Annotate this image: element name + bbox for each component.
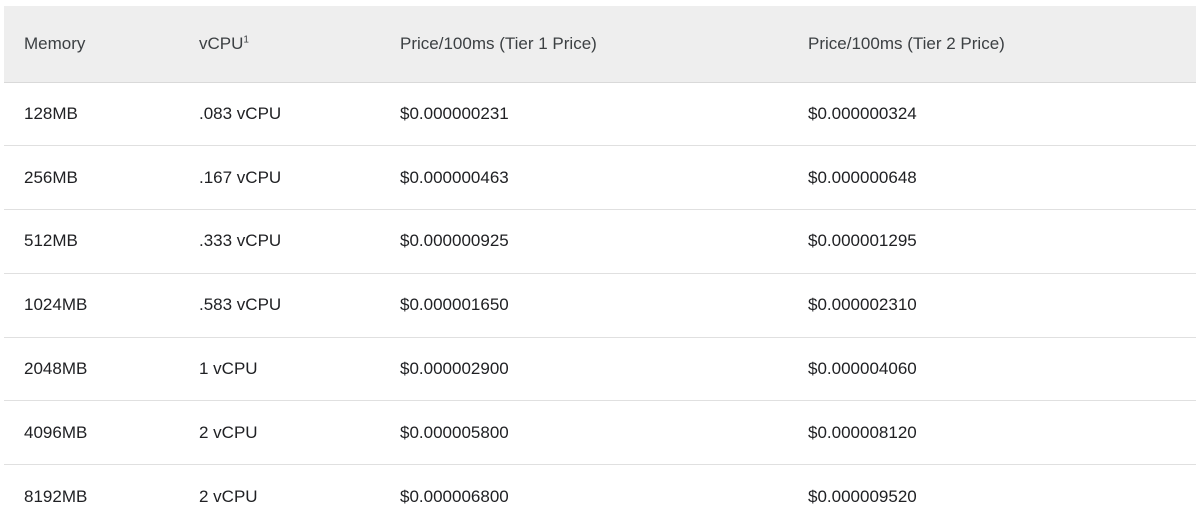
cell-memory: 128MB bbox=[4, 82, 179, 147]
cell-tier2-price: $0.000000648 bbox=[788, 145, 1196, 211]
pricing-table: Memory vCPU1 Price/100ms (Tier 1 Price) … bbox=[4, 6, 1196, 529]
cell-memory: 256MB bbox=[4, 145, 179, 211]
cell-vcpu: 2 vCPU bbox=[179, 400, 380, 466]
table-header: Memory vCPU1 Price/100ms (Tier 1 Price) … bbox=[4, 6, 1196, 83]
cell-tier2-price: $0.000000324 bbox=[788, 82, 1196, 147]
header-tier2-price: Price/100ms (Tier 2 Price) bbox=[788, 6, 1196, 83]
header-vcpu-label: vCPU bbox=[199, 33, 244, 53]
cell-tier1-price: $0.000001650 bbox=[380, 273, 788, 338]
cell-tier2-price: $0.000008120 bbox=[788, 400, 1196, 466]
header-memory: Memory bbox=[4, 6, 179, 83]
cell-tier2-price: $0.000001295 bbox=[788, 209, 1196, 274]
cell-tier1-price: $0.000000463 bbox=[380, 145, 788, 211]
cell-vcpu: .083 vCPU bbox=[179, 82, 380, 147]
cell-tier2-price: $0.000002310 bbox=[788, 273, 1196, 338]
cell-tier2-price: $0.000009520 bbox=[808, 486, 917, 506]
cell-tier1-price: $0.000000925 bbox=[380, 209, 788, 274]
table-row: 512MB .333 vCPU $0.000000925 $0.00000129… bbox=[4, 209, 1196, 274]
cell-vcpu: .583 vCPU bbox=[179, 273, 380, 338]
header-row: Memory vCPU1 Price/100ms (Tier 1 Price) … bbox=[4, 6, 1196, 83]
table-row: 8192MB 2 vCPU $0.000006800 $0.000009520 bbox=[4, 465, 1196, 529]
cell-memory: 512MB bbox=[4, 209, 179, 274]
cell-tier1-price: $0.000006800 bbox=[400, 486, 509, 506]
table-row: 1024MB .583 vCPU $0.000001650 $0.0000023… bbox=[4, 273, 1196, 338]
cell-tier1-price: $0.000005800 bbox=[380, 400, 788, 466]
table-row: 4096MB 2 vCPU $0.000005800 $0.000008120 bbox=[4, 400, 1196, 466]
cell-tier1-price: $0.000002900 bbox=[380, 337, 788, 402]
cell-memory: 1024MB bbox=[4, 273, 179, 338]
pricing-table-container: Memory vCPU1 Price/100ms (Tier 1 Price) … bbox=[4, 6, 1196, 529]
cell-vcpu: 2 vCPU bbox=[199, 486, 258, 506]
table-body: 128MB .083 vCPU $0.000000231 $0.00000032… bbox=[4, 82, 1196, 529]
table-row: 128MB .083 vCPU $0.000000231 $0.00000032… bbox=[4, 82, 1196, 147]
vcpu-footnote-link[interactable]: 1 bbox=[243, 34, 249, 46]
header-vcpu: vCPU1 bbox=[179, 6, 380, 83]
table-row: 2048MB 1 vCPU $0.000002900 $0.000004060 bbox=[4, 337, 1196, 402]
cell-vcpu: .167 vCPU bbox=[179, 145, 380, 211]
cell-memory: 4096MB bbox=[4, 400, 179, 466]
table-row: 256MB .167 vCPU $0.000000463 $0.00000064… bbox=[4, 145, 1196, 211]
cell-vcpu: 1 vCPU bbox=[179, 337, 380, 402]
cell-memory: 2048MB bbox=[4, 337, 179, 402]
cell-tier2-price: $0.000004060 bbox=[788, 337, 1196, 402]
cell-memory: 8192MB bbox=[24, 486, 88, 506]
header-tier1-price: Price/100ms (Tier 1 Price) bbox=[380, 6, 788, 83]
cell-tier1-price: $0.000000231 bbox=[380, 82, 788, 147]
cell-vcpu: .333 vCPU bbox=[179, 209, 380, 274]
